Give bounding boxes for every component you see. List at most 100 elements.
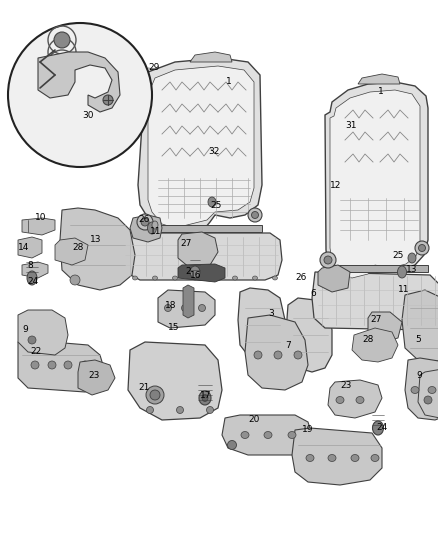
- Ellipse shape: [227, 440, 237, 449]
- Ellipse shape: [212, 276, 218, 280]
- Ellipse shape: [252, 276, 258, 280]
- Ellipse shape: [177, 407, 184, 414]
- Polygon shape: [78, 360, 115, 395]
- Ellipse shape: [28, 336, 36, 344]
- Text: 27: 27: [370, 316, 381, 325]
- Polygon shape: [402, 290, 438, 362]
- Text: 12: 12: [330, 181, 341, 190]
- Ellipse shape: [152, 276, 158, 280]
- Text: 25: 25: [392, 251, 403, 260]
- Text: 23: 23: [340, 381, 351, 390]
- Text: 26: 26: [295, 273, 306, 282]
- Text: 22: 22: [30, 348, 41, 357]
- Ellipse shape: [288, 432, 296, 439]
- Text: 32: 32: [208, 148, 219, 157]
- Polygon shape: [60, 208, 135, 290]
- Ellipse shape: [137, 214, 153, 230]
- Polygon shape: [286, 298, 332, 372]
- Text: 15: 15: [168, 324, 180, 333]
- Polygon shape: [55, 238, 88, 265]
- Polygon shape: [352, 328, 398, 362]
- Polygon shape: [358, 74, 400, 84]
- Polygon shape: [22, 262, 48, 278]
- Text: 31: 31: [345, 120, 357, 130]
- Ellipse shape: [152, 221, 158, 229]
- Text: 20: 20: [248, 416, 259, 424]
- Text: 24: 24: [376, 424, 387, 432]
- Ellipse shape: [320, 252, 336, 268]
- Ellipse shape: [190, 266, 200, 278]
- Ellipse shape: [248, 208, 262, 222]
- Ellipse shape: [54, 32, 70, 48]
- Ellipse shape: [371, 455, 379, 462]
- Ellipse shape: [199, 391, 211, 405]
- Text: 29: 29: [148, 63, 159, 72]
- Ellipse shape: [233, 276, 237, 280]
- Ellipse shape: [48, 361, 56, 369]
- Circle shape: [8, 23, 152, 167]
- Ellipse shape: [418, 245, 425, 252]
- Polygon shape: [18, 340, 105, 392]
- Text: 18: 18: [165, 301, 177, 310]
- Polygon shape: [245, 315, 308, 390]
- Ellipse shape: [356, 397, 364, 403]
- Polygon shape: [190, 52, 232, 62]
- Text: 2: 2: [185, 268, 191, 277]
- Ellipse shape: [428, 386, 436, 393]
- Polygon shape: [38, 52, 120, 112]
- Ellipse shape: [141, 218, 149, 226]
- Text: 16: 16: [190, 271, 201, 279]
- Polygon shape: [405, 358, 438, 420]
- Text: 9: 9: [22, 326, 28, 335]
- Ellipse shape: [424, 396, 432, 404]
- Polygon shape: [368, 312, 402, 342]
- Text: 30: 30: [82, 110, 93, 119]
- Ellipse shape: [206, 407, 213, 414]
- Text: 8: 8: [27, 261, 33, 270]
- Text: 1: 1: [378, 87, 384, 96]
- Ellipse shape: [274, 351, 282, 359]
- Text: 5: 5: [415, 335, 421, 344]
- Text: 14: 14: [18, 244, 29, 253]
- Ellipse shape: [148, 222, 156, 234]
- Text: 28: 28: [362, 335, 373, 344]
- Text: 1: 1: [226, 77, 232, 86]
- Ellipse shape: [208, 197, 216, 207]
- Text: 24: 24: [27, 278, 38, 287]
- Text: 10: 10: [35, 214, 46, 222]
- Ellipse shape: [192, 276, 198, 280]
- Ellipse shape: [336, 397, 344, 403]
- Ellipse shape: [272, 276, 278, 280]
- Polygon shape: [128, 342, 222, 420]
- Polygon shape: [418, 368, 438, 418]
- Ellipse shape: [324, 256, 332, 264]
- Polygon shape: [238, 288, 285, 362]
- Ellipse shape: [264, 432, 272, 439]
- Polygon shape: [183, 285, 194, 318]
- Polygon shape: [118, 233, 282, 280]
- Polygon shape: [326, 265, 428, 272]
- Polygon shape: [222, 415, 312, 455]
- Ellipse shape: [81, 361, 89, 369]
- Ellipse shape: [408, 253, 416, 263]
- Polygon shape: [158, 290, 215, 328]
- Text: 7: 7: [285, 341, 291, 350]
- Polygon shape: [22, 218, 55, 235]
- Ellipse shape: [70, 275, 80, 285]
- Polygon shape: [292, 428, 382, 485]
- Ellipse shape: [398, 266, 406, 278]
- Text: 13: 13: [406, 265, 417, 274]
- Polygon shape: [178, 232, 218, 268]
- Polygon shape: [18, 237, 42, 258]
- Ellipse shape: [251, 212, 258, 219]
- Ellipse shape: [27, 271, 37, 285]
- Ellipse shape: [146, 386, 164, 404]
- Polygon shape: [18, 310, 68, 355]
- Polygon shape: [178, 264, 225, 282]
- Polygon shape: [328, 380, 382, 418]
- Text: 28: 28: [72, 244, 83, 253]
- Polygon shape: [138, 225, 262, 232]
- Ellipse shape: [415, 241, 429, 255]
- Polygon shape: [148, 66, 254, 228]
- Ellipse shape: [411, 386, 419, 393]
